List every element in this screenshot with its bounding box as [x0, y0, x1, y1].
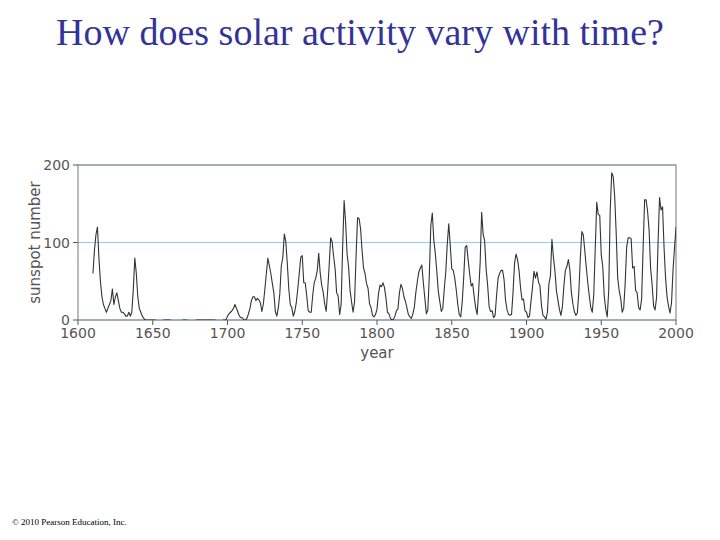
- x-tick-label: 1900: [509, 325, 545, 341]
- x-tick-label: 1700: [210, 325, 246, 341]
- x-tick-label: 1750: [284, 325, 320, 341]
- y-tick: [73, 165, 78, 166]
- plot-area: [93, 173, 676, 320]
- x-tick-label: 2000: [658, 325, 694, 341]
- y-tick: [73, 320, 78, 321]
- x-tick-label: 1950: [583, 325, 619, 341]
- chart: 0100200160016501700175018001850190019502…: [0, 0, 720, 540]
- footnote: © 2010 Pearson Education, Inc.: [12, 517, 127, 527]
- sunspot-line: [93, 173, 676, 320]
- plot-frame: [78, 165, 676, 320]
- x-tick-label: 1650: [135, 325, 171, 341]
- x-tick-label: 1800: [359, 325, 395, 341]
- y-tick-label: 200: [43, 157, 70, 173]
- y-tick-label: 100: [43, 235, 70, 251]
- y-tick: [73, 242, 78, 243]
- x-axis-label: year: [360, 344, 394, 362]
- x-tick-label: 1850: [434, 325, 470, 341]
- grid-line: [78, 242, 676, 243]
- x-tick-label: 1600: [60, 325, 96, 341]
- title: How does solar activity vary with time?: [50, 8, 670, 56]
- y-axis-label: sunspot number: [26, 180, 44, 303]
